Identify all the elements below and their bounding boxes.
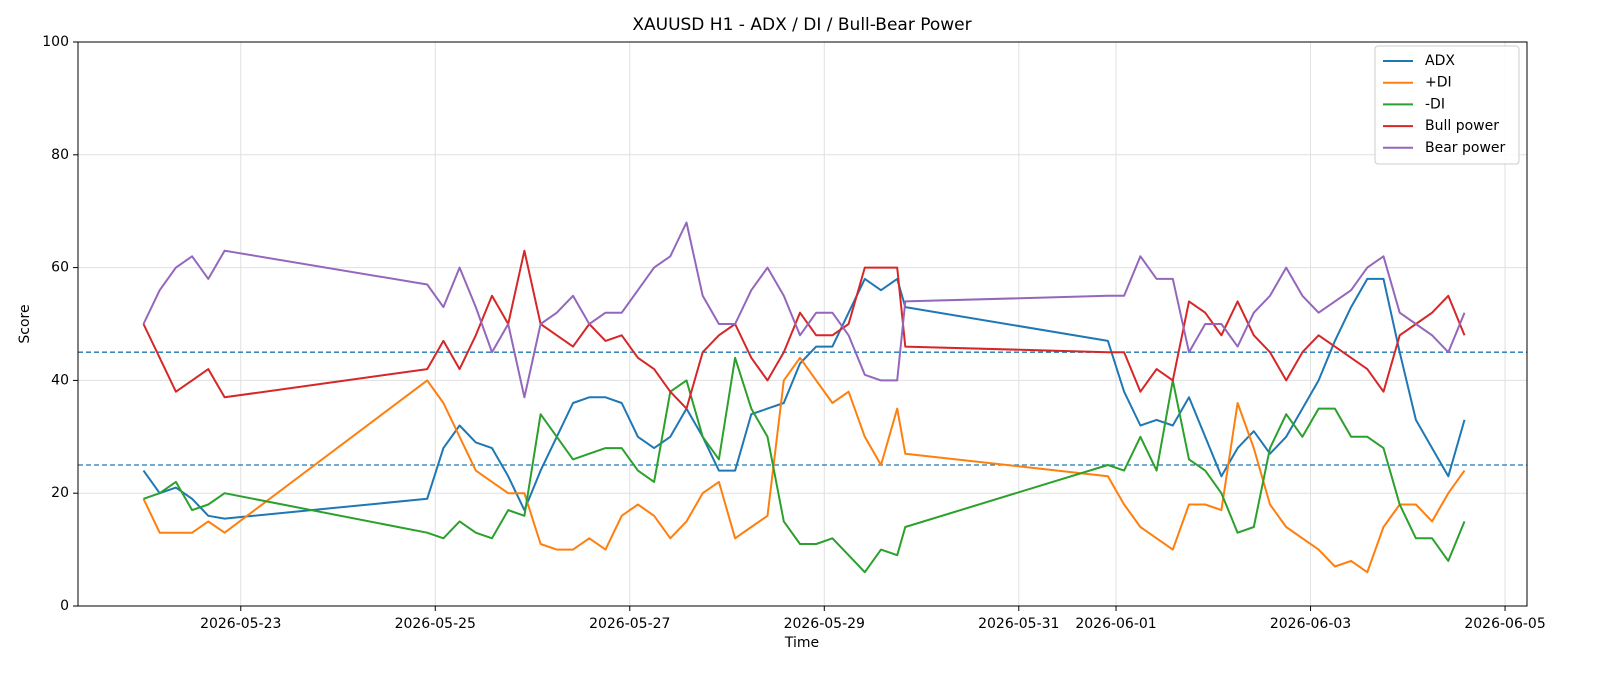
series-line xyxy=(142,277,1466,520)
legend-label: ADX xyxy=(1425,53,1455,69)
plot-frame xyxy=(77,41,1528,607)
y-tick-label: 40 xyxy=(51,372,69,388)
series-line xyxy=(143,356,1466,574)
legend-label: Bull power xyxy=(1425,118,1499,134)
y-axis-label: Score xyxy=(17,304,33,343)
x-tick-label: 2026-05-25 xyxy=(395,616,476,632)
legend-label: Bear power xyxy=(1425,140,1506,156)
chart-title: XAUUSD H1 - ADX / DI / Bull-Bear Power xyxy=(632,15,971,35)
series-line xyxy=(142,356,1466,574)
x-axis-label: Time xyxy=(784,635,819,651)
x-tick-label: 2026-05-23 xyxy=(200,616,281,632)
y-tick-label: 80 xyxy=(51,147,69,163)
x-tick-label: 2026-06-03 xyxy=(1270,616,1351,632)
x-tick-label: 2026-06-01 xyxy=(1075,616,1156,632)
legend-label: -DI xyxy=(1425,96,1445,112)
x-tick-label: 2026-05-27 xyxy=(589,616,670,632)
x-tick-label: 2026-06-05 xyxy=(1464,616,1545,632)
y-tick-label: 0 xyxy=(60,598,69,614)
legend-label: +DI xyxy=(1425,75,1452,91)
y-tick-label: 60 xyxy=(51,260,69,276)
y-tick-label: 100 xyxy=(42,34,69,50)
y-tick-label: 20 xyxy=(51,485,69,501)
x-tick-label: 2026-05-29 xyxy=(784,616,865,632)
series-line xyxy=(142,221,1466,399)
legend-box xyxy=(1374,45,1520,165)
x-tick-label: 2026-05-31 xyxy=(978,616,1059,632)
